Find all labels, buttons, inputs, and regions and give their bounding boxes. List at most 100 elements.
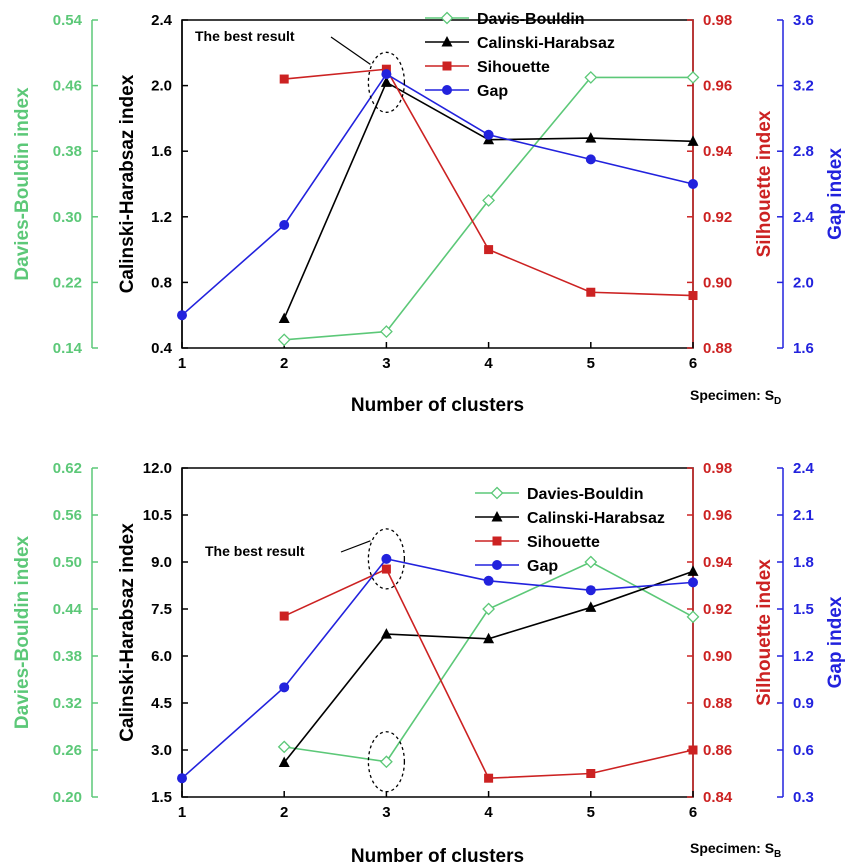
calinski-tick-label: 1.5 bbox=[151, 789, 172, 806]
data-point bbox=[687, 565, 699, 576]
gap-tick-label: 2.4 bbox=[793, 460, 815, 477]
legend-item: Sihouette bbox=[475, 534, 600, 551]
calinski-tick-label: 3.0 bbox=[151, 742, 172, 759]
data-point bbox=[491, 511, 503, 522]
data-point bbox=[584, 70, 598, 84]
data-point bbox=[381, 69, 392, 80]
silhouette-tick-label: 0.86 bbox=[703, 742, 732, 759]
best-result-ellipse bbox=[367, 51, 406, 113]
legend-item: Gap bbox=[425, 83, 508, 100]
davies-tick-label: 0.30 bbox=[53, 209, 82, 226]
legend-item: Sihouette bbox=[425, 59, 550, 76]
silhouette-tick-label: 0.96 bbox=[703, 507, 732, 524]
davies-tick-label: 0.46 bbox=[53, 78, 82, 95]
data-point bbox=[278, 312, 290, 323]
data-point bbox=[277, 333, 291, 347]
x-tick-label: 1 bbox=[178, 804, 186, 821]
gap-tick-label: 0.3 bbox=[793, 789, 814, 806]
x-tick-label: 4 bbox=[484, 355, 493, 372]
legend-item: Davis-Bouldin bbox=[425, 11, 585, 28]
specimen-subscript: B bbox=[774, 849, 781, 860]
x-tick-label: 5 bbox=[587, 355, 595, 372]
data-point bbox=[278, 756, 290, 768]
annotation-leader bbox=[340, 540, 371, 553]
gap-tick-label: 1.6 bbox=[793, 340, 814, 357]
data-point bbox=[279, 611, 289, 621]
legend-label: Calinski-Harabsaz bbox=[477, 35, 615, 52]
data-point bbox=[586, 769, 596, 778]
series-line-silhouette bbox=[284, 68, 694, 297]
series-line-davies bbox=[284, 76, 693, 341]
calinski-tick-label: 12.0 bbox=[143, 460, 172, 477]
chart-panel-2: 0.200.260.320.380.440.500.560.621.53.04.… bbox=[12, 460, 845, 867]
davies-tick-label: 0.50 bbox=[53, 554, 82, 571]
gap-tick-label: 0.9 bbox=[793, 695, 814, 712]
gap-tick-label: 3.6 bbox=[793, 12, 814, 29]
data-point bbox=[482, 602, 496, 616]
data-point bbox=[490, 486, 504, 500]
gap-tick-label: 3.2 bbox=[793, 78, 814, 95]
davies-axis: 0.14 0.22 0.30 0.38 0.46 0.54 bbox=[53, 12, 98, 357]
silhouette-axis-title: Silhouette index bbox=[754, 559, 775, 706]
legend-item: Gap bbox=[475, 558, 558, 575]
gap-tick-label: 1.5 bbox=[793, 601, 814, 618]
x-tick-label: 3 bbox=[382, 355, 390, 372]
silhouette-tick-label: 0.98 bbox=[703, 460, 732, 477]
davies-tick-label: 0.14 bbox=[53, 340, 83, 357]
calinski-tick-label: 0.8 bbox=[151, 274, 172, 291]
silhouette-tick-label: 0.88 bbox=[703, 340, 732, 357]
specimen-prefix: Specimen: S bbox=[690, 840, 774, 856]
data-point bbox=[585, 601, 597, 612]
data-point bbox=[381, 564, 391, 574]
davies-tick-label: 0.54 bbox=[53, 12, 83, 29]
data-point bbox=[441, 36, 453, 47]
data-point bbox=[442, 85, 452, 95]
x-tick-label: 5 bbox=[587, 804, 595, 821]
data-point bbox=[381, 553, 392, 564]
calinski-tick-label: 2.4 bbox=[151, 12, 173, 29]
legend-item: Calinski-Harabsaz bbox=[425, 35, 615, 52]
calinski-axis-title: Calinski-Harabsaz index bbox=[117, 523, 138, 742]
gap-tick-label: 2.8 bbox=[793, 143, 814, 160]
chart-panel-1: 0.14 0.22 0.30 0.38 0.46 0.54 0.4 0.8 1.2 1.6 2.0 2… bbox=[12, 11, 845, 416]
calinski-axis: 1.5 3.0 4.5 6.0 7.5 9.0 10.5 12.0 bbox=[143, 460, 188, 806]
davies-axis-title: Davies-Bouldin index bbox=[12, 87, 33, 281]
silhouette-tick-label: 0.92 bbox=[703, 209, 732, 226]
data-point bbox=[492, 560, 502, 570]
best-result-ellipse bbox=[367, 528, 406, 590]
gap-axis: 0.3 0.6 0.9 1.2 1.5 1.8 2.1 2.4 bbox=[777, 460, 815, 806]
data-point bbox=[688, 577, 698, 588]
x-tick-label: 3 bbox=[382, 804, 390, 821]
silhouette-tick-label: 0.94 bbox=[703, 143, 733, 160]
calinski-tick-label: 9.0 bbox=[151, 554, 172, 571]
silhouette-tick-label: 0.88 bbox=[703, 695, 732, 712]
data-point bbox=[483, 632, 495, 644]
davies-axis-title: Davies-Bouldin index bbox=[12, 535, 33, 729]
data-point bbox=[442, 61, 452, 71]
x-tick-label: 6 bbox=[689, 804, 697, 821]
davies-tick-label: 0.38 bbox=[53, 648, 82, 665]
gap-tick-label: 2.0 bbox=[793, 274, 814, 291]
legend-label: Calinski-Harabsaz bbox=[527, 510, 665, 527]
series-silhouette bbox=[279, 564, 698, 783]
davies-tick-label: 0.44 bbox=[53, 601, 83, 618]
data-point bbox=[688, 291, 698, 301]
calinski-tick-label: 1.6 bbox=[151, 143, 172, 160]
davies-tick-label: 0.32 bbox=[53, 695, 82, 712]
legend-label: Davies-Bouldin bbox=[527, 486, 643, 503]
silhouette-tick-label: 0.84 bbox=[703, 789, 733, 806]
gap-tick-label: 0.6 bbox=[793, 742, 814, 759]
legend-item: Davies-Bouldin bbox=[475, 486, 643, 503]
specimen-subscript: D bbox=[774, 396, 781, 407]
data-point bbox=[484, 245, 494, 255]
specimen-label: Specimen: SD bbox=[690, 387, 781, 407]
legend-label: Sihouette bbox=[527, 534, 600, 551]
gap-axis-title: Gap index bbox=[825, 148, 845, 240]
data-point bbox=[484, 773, 494, 783]
data-point bbox=[177, 773, 187, 784]
data-point bbox=[380, 76, 392, 87]
data-point bbox=[585, 132, 597, 143]
data-point bbox=[279, 220, 290, 230]
